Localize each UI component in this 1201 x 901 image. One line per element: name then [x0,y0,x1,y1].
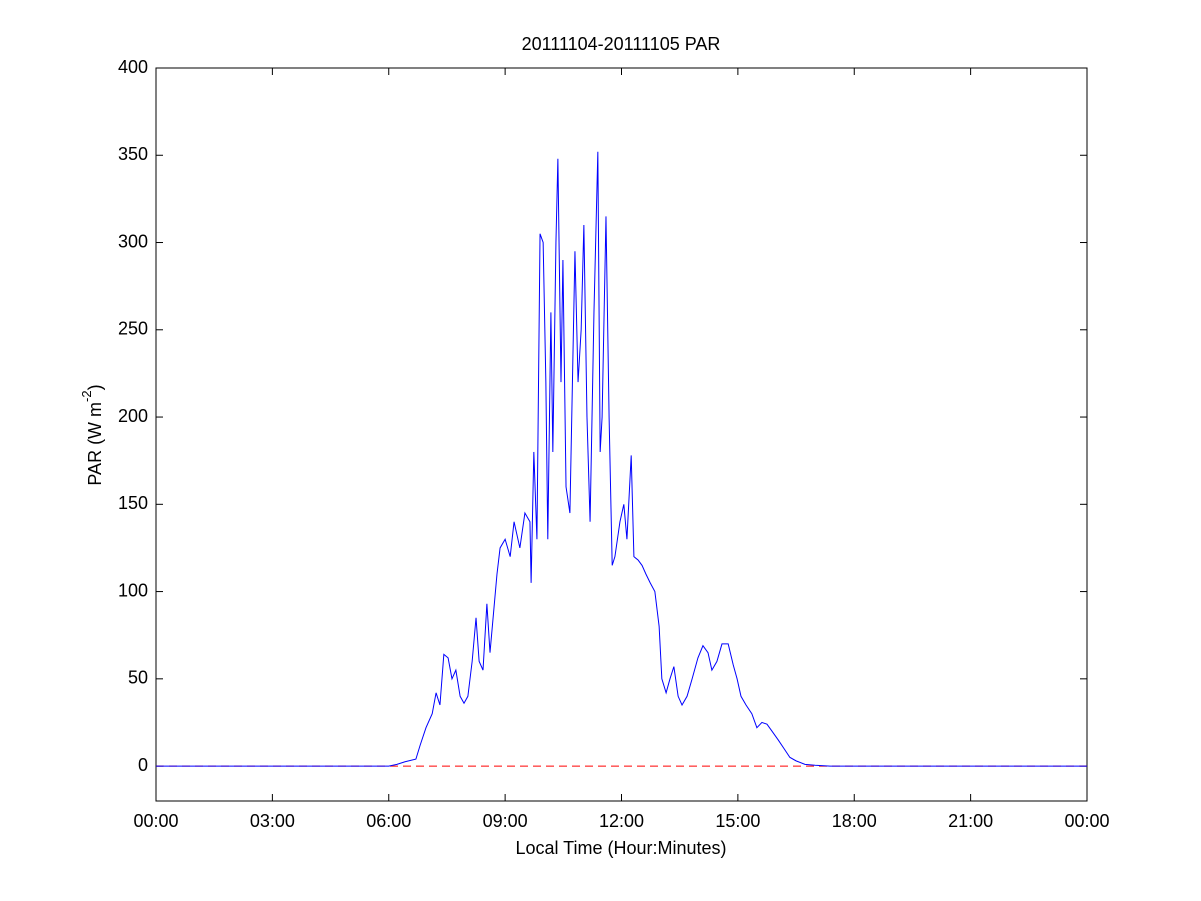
x-tick-label: 00:00 [1064,811,1109,831]
x-tick-label: 09:00 [483,811,528,831]
y-tick-label: 400 [118,57,148,77]
y-tick-label: 300 [118,231,148,251]
x-tick-label: 06:00 [366,811,411,831]
y-tick-label: 100 [118,580,148,600]
x-tick-label: 18:00 [832,811,877,831]
y-tick-label: 250 [118,319,148,339]
y-axis-label-sup: -2 [79,390,94,402]
y-axis-label-text: PAR (W m [85,402,105,486]
x-tick-label: 03:00 [250,811,295,831]
y-axis-label: PAR (W m-2) [79,384,104,485]
x-tick-label: 21:00 [948,811,993,831]
y-axis-label-suffix: ) [85,384,105,390]
chart-title: 20111104-20111105 PAR [522,34,721,54]
x-axis-label: Local Time (Hour:Minutes) [515,838,726,858]
y-tick-label: 150 [118,493,148,513]
y-tick-label: 0 [138,755,148,775]
x-tick-label: 15:00 [715,811,760,831]
data-line [156,151,1087,767]
y-tick-label: 200 [118,406,148,426]
x-tick-label: 00:00 [133,811,178,831]
y-tick-label: 50 [128,668,148,688]
plot-frame [155,67,1088,802]
y-tick-label: 350 [118,144,148,164]
x-tick-label: 12:00 [599,811,644,831]
